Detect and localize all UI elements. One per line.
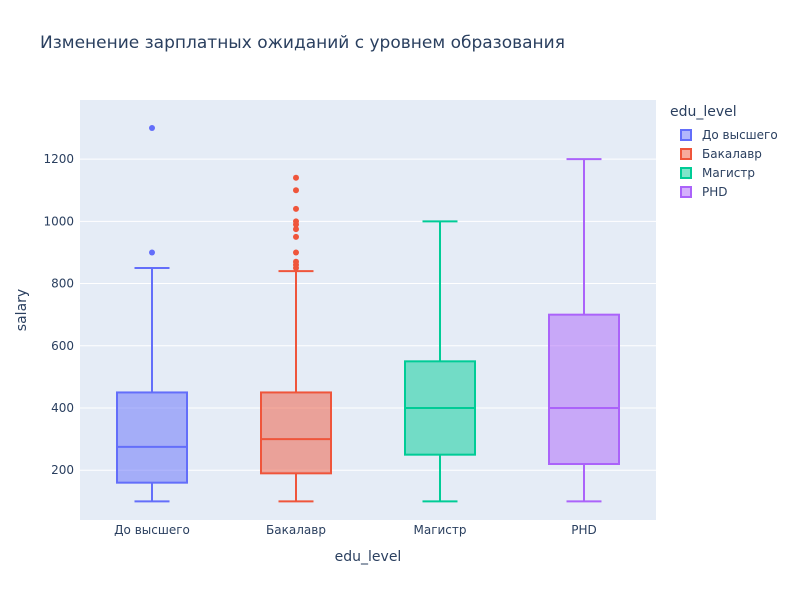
- outlier-point[interactable]: [293, 233, 299, 240]
- x-axis-title: edu_level: [335, 549, 402, 565]
- x-tick-label: До высшего: [114, 523, 190, 537]
- y-tick-label: 600: [51, 339, 74, 353]
- legend-item-1[interactable]: До высшего: [670, 125, 778, 144]
- legend-swatch: [680, 185, 692, 198]
- x-tick-label: Бакалавр: [266, 523, 326, 537]
- legend-swatch: [680, 128, 692, 141]
- x-tick-label: Магистр: [413, 523, 466, 537]
- outlier-point[interactable]: [293, 218, 299, 225]
- box-iqr[interactable]: [260, 391, 332, 475]
- y-tick-label: 1000: [43, 214, 74, 228]
- y-tick-label: 200: [51, 463, 74, 477]
- outlier-point[interactable]: [149, 249, 155, 256]
- box-trace-3[interactable]: [404, 220, 476, 503]
- y-axis-title: salary: [14, 289, 30, 331]
- legend-label: Бакалавр: [702, 146, 762, 161]
- box-trace-2[interactable]: [260, 174, 332, 503]
- legend-item-4[interactable]: PHD: [670, 182, 778, 201]
- outlier-point[interactable]: [293, 174, 299, 181]
- box-trace-1[interactable]: [116, 125, 188, 503]
- box-trace-4[interactable]: [548, 158, 620, 503]
- box-traces[interactable]: [116, 125, 620, 503]
- box-iqr[interactable]: [548, 313, 620, 465]
- legend-title: edu_level: [670, 104, 737, 120]
- legend-swatch: [680, 147, 692, 160]
- outlier-point[interactable]: [293, 258, 299, 265]
- legend-label: PHD: [702, 184, 728, 199]
- legend-label: Магистр: [702, 165, 756, 180]
- outlier-point[interactable]: [293, 249, 299, 256]
- outlier-point[interactable]: [293, 187, 299, 194]
- x-tick-label: PHD: [571, 523, 597, 537]
- legend-label: До высшего: [702, 127, 778, 142]
- legend-swatch: [680, 166, 692, 179]
- chart-title: Изменение зарплатных ожиданий с уровнем …: [40, 33, 565, 53]
- box-iqr[interactable]: [116, 391, 188, 484]
- legend-items: До высшего Бакалавр Магистр PHD: [670, 125, 778, 201]
- x-axis-ticks: До высшего Бакалавр Магистр PHD: [114, 523, 597, 537]
- outlier-point[interactable]: [293, 226, 299, 233]
- y-tick-label: 400: [51, 401, 74, 415]
- legend-item-2[interactable]: Бакалавр: [670, 144, 778, 163]
- outlier-point[interactable]: [149, 125, 155, 131]
- legend: edu_level До высшего Бакалавр Магистр PHD: [670, 104, 778, 201]
- y-tick-label: 1200: [43, 152, 74, 166]
- y-tick-label: 800: [51, 277, 74, 291]
- outlier-point[interactable]: [293, 205, 299, 212]
- y-axis-ticks: 200 400 600 800 1000 1200: [43, 152, 74, 477]
- legend-item-3[interactable]: Магистр: [670, 163, 778, 182]
